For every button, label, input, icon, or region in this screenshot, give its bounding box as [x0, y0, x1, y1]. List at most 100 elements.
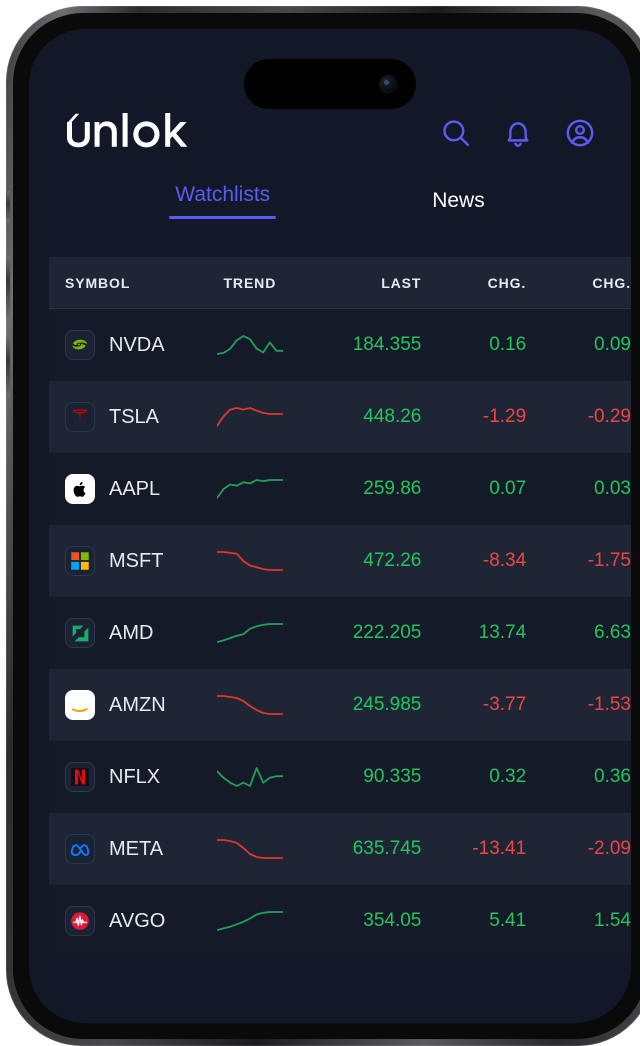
change-cell: -8.34 — [482, 550, 527, 571]
change-percent-cell: 0.03 — [594, 478, 631, 499]
trend-cell — [193, 404, 307, 430]
bell-icon[interactable] — [501, 116, 535, 150]
change-percent-cell: -1.53 — [587, 694, 631, 715]
sparkline-up — [216, 479, 283, 499]
change-cell: 0.16 — [489, 334, 527, 355]
trend-cell — [193, 764, 307, 790]
microsoft-logo — [65, 546, 95, 576]
column-header-trend[interactable]: TREND — [223, 274, 277, 291]
symbol-label: MSFT — [109, 549, 164, 572]
phone-frame: Watchlists News SYMBOL TREND LAST CHG. C… — [6, 6, 640, 1046]
change-cell: 13.74 — [478, 622, 527, 643]
header-actions — [439, 116, 597, 150]
amd-logo — [65, 618, 95, 648]
amd-logo — [72, 625, 88, 641]
tab-watchlists[interactable]: Watchlists — [169, 179, 277, 219]
search-icon[interactable] — [439, 116, 473, 150]
amazon-logo: a — [71, 696, 88, 712]
last-price-cell: 354.05 — [363, 910, 422, 931]
change-cell: -3.77 — [482, 694, 527, 715]
sparkline-down — [216, 839, 283, 859]
change-percent-cell: -1.75 — [587, 550, 631, 571]
tesla-logo — [72, 409, 88, 424]
nvidia-logo — [72, 339, 88, 350]
broadcom-logo — [65, 906, 95, 936]
table-row[interactable]: AAPL 259.86 0.07 0.03 — [49, 453, 631, 525]
symbol-label: AVGO — [109, 909, 166, 932]
table-row[interactable]: AVGO 354.05 5.41 1.54 — [49, 885, 631, 957]
table-row[interactable]: a AMZN 245.985 -3.77 -1.53 — [49, 669, 631, 741]
volume-down-button[interactable] — [6, 336, 10, 398]
table-row[interactable]: NFLX 90.335 0.32 0.36 — [49, 741, 631, 813]
column-header-chg[interactable]: CHG. — [487, 274, 527, 291]
last-price-cell: 259.86 — [363, 478, 422, 499]
apple-logo — [65, 474, 95, 504]
table-header-row: SYMBOL TREND LAST CHG. CHG. — [49, 257, 631, 309]
symbol-label: META — [109, 837, 164, 860]
meta-logo — [65, 834, 95, 864]
broadcom-logo — [71, 912, 89, 930]
table-row[interactable]: TSLA 448.26 -1.29 -0.29 — [49, 381, 631, 453]
tesla-logo — [65, 402, 95, 432]
symbol-label: AMD — [109, 621, 154, 644]
symbol-label: AMZN — [109, 693, 166, 716]
last-price-cell: 472.26 — [363, 550, 422, 571]
trend-cell — [193, 548, 307, 574]
sparkline-up — [216, 767, 283, 787]
symbol-label: NVDA — [109, 333, 165, 356]
change-cell: 0.32 — [489, 766, 527, 787]
change-cell: 5.41 — [489, 910, 527, 931]
symbol-label: TSLA — [109, 405, 160, 428]
phone-screen: Watchlists News SYMBOL TREND LAST CHG. C… — [29, 29, 631, 1023]
watchlist-table: SYMBOL TREND LAST CHG. CHG. NVDA — [49, 257, 631, 1023]
main-tabs: Watchlists News — [29, 179, 631, 235]
trend-cell — [193, 692, 307, 718]
table-row[interactable]: MSFT 472.26 -8.34 -1.75 — [49, 525, 631, 597]
netflix-logo — [65, 762, 95, 792]
table-body: NVDA 184.355 0.16 0.09 TSLA 448.26 -1.29… — [49, 309, 631, 957]
change-cell: 0.07 — [489, 478, 527, 499]
trend-cell — [193, 620, 307, 646]
column-header-last[interactable]: LAST — [381, 274, 422, 291]
trend-cell — [193, 908, 307, 934]
last-price-cell: 90.335 — [363, 766, 422, 787]
column-header-symbol[interactable]: SYMBOL — [65, 274, 131, 291]
volume-up-button[interactable] — [6, 256, 10, 318]
last-price-cell: 635.745 — [352, 838, 422, 859]
front-camera-icon — [380, 76, 396, 92]
table-row[interactable]: META 635.745 -13.41 -2.09 — [49, 813, 631, 885]
brand-logo[interactable] — [63, 113, 215, 153]
change-cell: -13.41 — [472, 838, 527, 859]
unlok-wordmark-icon — [67, 113, 188, 148]
symbol-label: AAPL — [109, 477, 161, 500]
last-price-cell: 448.26 — [363, 406, 422, 427]
app-root: Watchlists News SYMBOL TREND LAST CHG. C… — [29, 29, 631, 1023]
last-price-cell: 222.205 — [352, 622, 422, 643]
change-percent-cell: 0.09 — [594, 334, 631, 355]
phone-bezel: Watchlists News SYMBOL TREND LAST CHG. C… — [13, 13, 640, 1039]
table-row[interactable]: AMD 222.205 13.74 6.63 — [49, 597, 631, 669]
trend-cell — [193, 836, 307, 862]
change-percent-cell: -2.09 — [587, 838, 631, 859]
trend-cell — [193, 332, 307, 358]
meta-logo — [70, 844, 90, 856]
app-header — [29, 101, 631, 165]
amazon-logo: a — [65, 690, 95, 720]
column-header-chg-pct[interactable]: CHG. — [592, 274, 631, 291]
sparkline-up — [216, 911, 283, 931]
change-percent-cell: -0.29 — [587, 406, 631, 427]
account-circle-icon[interactable] — [563, 116, 597, 150]
change-percent-cell: 1.54 — [594, 910, 631, 931]
sparkline-up — [216, 623, 283, 643]
sparkline-up — [216, 335, 283, 355]
sparkline-down — [216, 695, 283, 715]
microsoft-logo — [71, 552, 89, 570]
last-price-cell: 245.985 — [352, 694, 422, 715]
trend-cell — [193, 476, 307, 502]
tab-news[interactable]: News — [432, 189, 485, 212]
table-row[interactable]: NVDA 184.355 0.16 0.09 — [49, 309, 631, 381]
symbol-label: NFLX — [109, 765, 161, 788]
silent-switch[interactable] — [6, 191, 10, 223]
change-percent-cell: 0.36 — [594, 766, 631, 787]
change-percent-cell: 6.63 — [594, 622, 631, 643]
